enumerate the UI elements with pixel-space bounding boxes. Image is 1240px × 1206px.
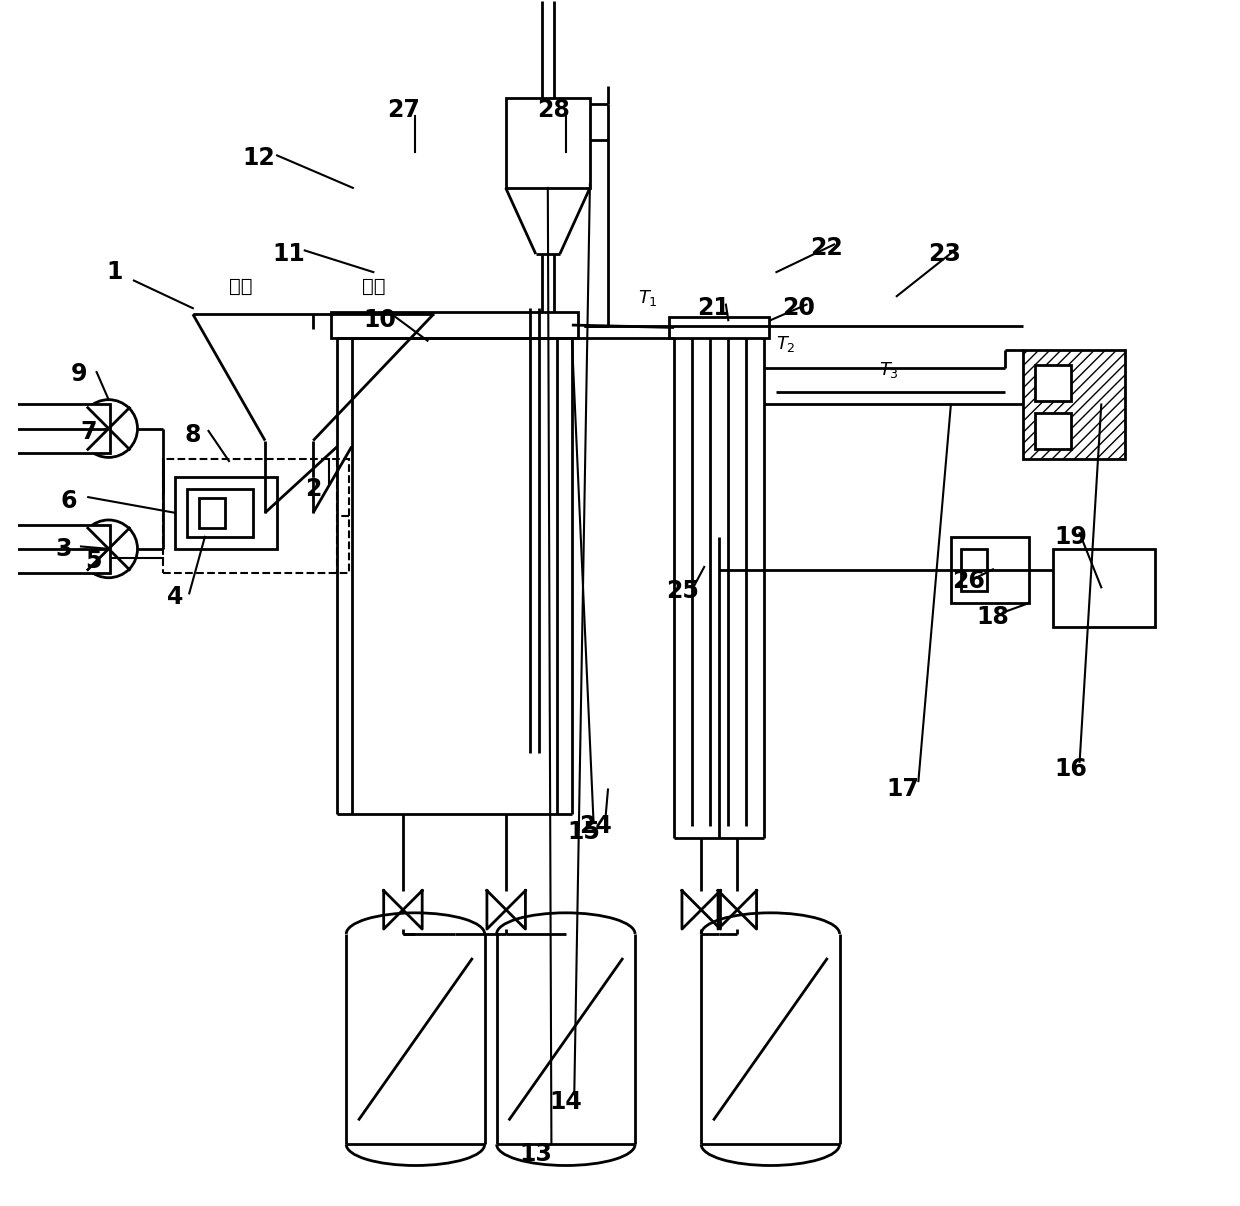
Text: 返灰: 返灰 <box>362 277 386 297</box>
Bar <box>506 98 590 188</box>
Text: 25: 25 <box>666 579 699 603</box>
Text: 3: 3 <box>56 537 72 561</box>
Bar <box>7 525 110 573</box>
Text: 4: 4 <box>166 585 184 609</box>
Bar <box>670 317 769 339</box>
Text: 12: 12 <box>243 146 275 170</box>
Text: 1: 1 <box>107 260 123 285</box>
Text: 8: 8 <box>185 422 201 446</box>
Text: 11: 11 <box>273 242 305 267</box>
Bar <box>1053 549 1156 627</box>
Text: 19: 19 <box>1055 525 1087 549</box>
Text: 原料: 原料 <box>229 277 253 297</box>
Text: 5: 5 <box>84 549 102 573</box>
Text: 28: 28 <box>537 98 570 122</box>
Text: 23: 23 <box>929 242 961 267</box>
Bar <box>1035 412 1071 449</box>
Text: $T_3$: $T_3$ <box>879 361 899 380</box>
Bar <box>187 488 253 537</box>
Bar <box>7 404 110 452</box>
Text: 26: 26 <box>952 569 986 593</box>
Bar <box>951 537 1029 603</box>
Text: 20: 20 <box>781 297 815 321</box>
Text: 2: 2 <box>305 476 321 500</box>
Text: 15: 15 <box>568 820 600 844</box>
Text: 10: 10 <box>363 309 396 332</box>
Bar <box>198 498 226 528</box>
Bar <box>175 476 277 549</box>
Bar <box>1023 350 1126 458</box>
Text: 14: 14 <box>549 1090 583 1114</box>
Text: 7: 7 <box>79 420 97 444</box>
Text: 13: 13 <box>520 1142 552 1166</box>
Text: 22: 22 <box>811 236 843 260</box>
Text: 6: 6 <box>61 488 77 513</box>
Text: $T_2$: $T_2$ <box>776 334 796 353</box>
Bar <box>961 549 987 591</box>
Text: 27: 27 <box>387 98 420 122</box>
Text: $T_1$: $T_1$ <box>639 288 658 309</box>
Text: 24: 24 <box>579 814 613 838</box>
Text: 9: 9 <box>71 362 87 386</box>
Bar <box>1035 364 1071 400</box>
Text: 18: 18 <box>977 605 1009 630</box>
Text: 21: 21 <box>697 297 730 321</box>
Text: 16: 16 <box>1055 757 1087 781</box>
Bar <box>162 458 350 573</box>
Bar <box>331 312 578 339</box>
Text: 17: 17 <box>887 778 919 802</box>
